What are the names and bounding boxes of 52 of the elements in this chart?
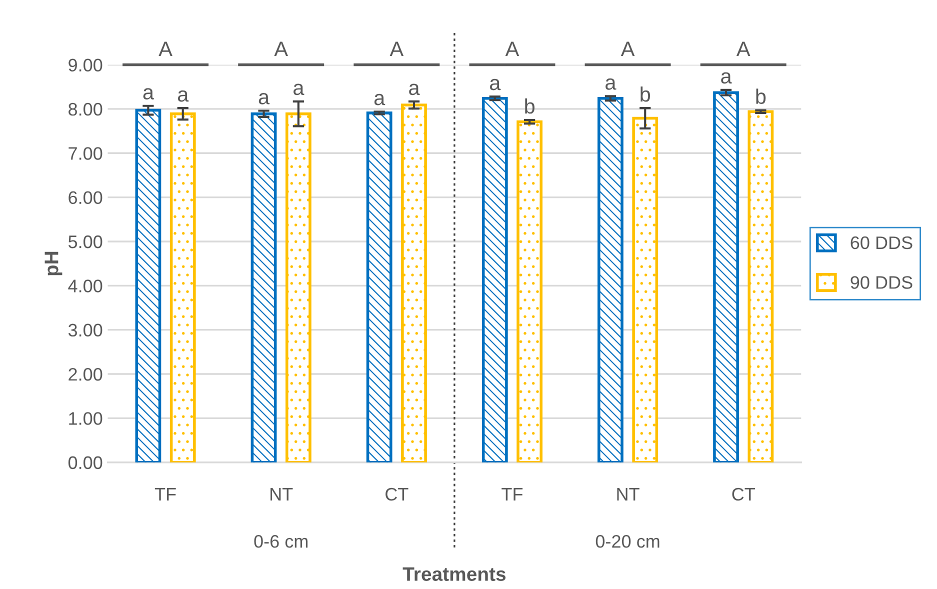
text: A <box>274 42 288 56</box>
legend-label: 90 DDS <box>850 276 912 289</box>
data-label: b <box>640 86 650 102</box>
data-label: b <box>756 88 766 104</box>
text: A <box>505 42 520 56</box>
data-label: b <box>525 98 534 114</box>
y-tick-label: 6.00 <box>68 191 102 204</box>
y-tick-label: 1.00 <box>69 412 102 425</box>
y-axis-title: pH <box>44 252 62 276</box>
text: A <box>390 42 404 56</box>
bar <box>366 112 392 462</box>
x-tick-label: CT <box>732 488 755 501</box>
x-tick-label: CT <box>386 488 408 501</box>
data-label: a <box>721 72 732 84</box>
y-tick-label: 9.00 <box>68 58 102 72</box>
y-tick-label: 2.00 <box>68 368 102 381</box>
y-tick-label: 7.00 <box>68 147 102 160</box>
text: A <box>158 42 172 56</box>
data-label: a <box>143 88 154 100</box>
y-tick-label: 3.00 <box>68 324 102 337</box>
x-axis-title: Treatments <box>402 567 506 581</box>
bar <box>632 116 658 462</box>
y-tick-label: 4.00 <box>68 280 102 292</box>
y-tick-label: 0.00 <box>68 456 102 470</box>
text: A <box>736 42 750 56</box>
data-label: a <box>490 78 501 90</box>
data-label: a <box>178 90 189 102</box>
data-label: a <box>409 84 420 96</box>
data-label: a <box>294 84 304 96</box>
x-tick-label: TF <box>154 488 176 500</box>
bar <box>598 96 624 462</box>
bar <box>482 96 508 462</box>
x-tick-label: NT <box>270 488 293 500</box>
data-label: a <box>258 92 270 104</box>
legend-label: 60 DDS <box>850 236 912 250</box>
y-tick-label: 5.00 <box>68 235 102 248</box>
bar <box>135 108 162 462</box>
bar <box>748 110 774 462</box>
bar <box>713 91 739 462</box>
bar <box>250 112 277 462</box>
text: 0-20 cm <box>596 534 660 548</box>
data-label: a <box>374 94 386 106</box>
text: A <box>620 42 635 56</box>
bar <box>170 112 196 462</box>
bar <box>401 104 427 462</box>
x-tick-label: NT <box>617 488 640 500</box>
data-label: a <box>606 78 616 90</box>
bar <box>285 112 312 462</box>
text: 0-6 cm <box>254 534 308 548</box>
y-tick-label: 8.00 <box>68 102 102 116</box>
bar <box>516 120 543 462</box>
x-tick-label: TF <box>502 488 523 500</box>
